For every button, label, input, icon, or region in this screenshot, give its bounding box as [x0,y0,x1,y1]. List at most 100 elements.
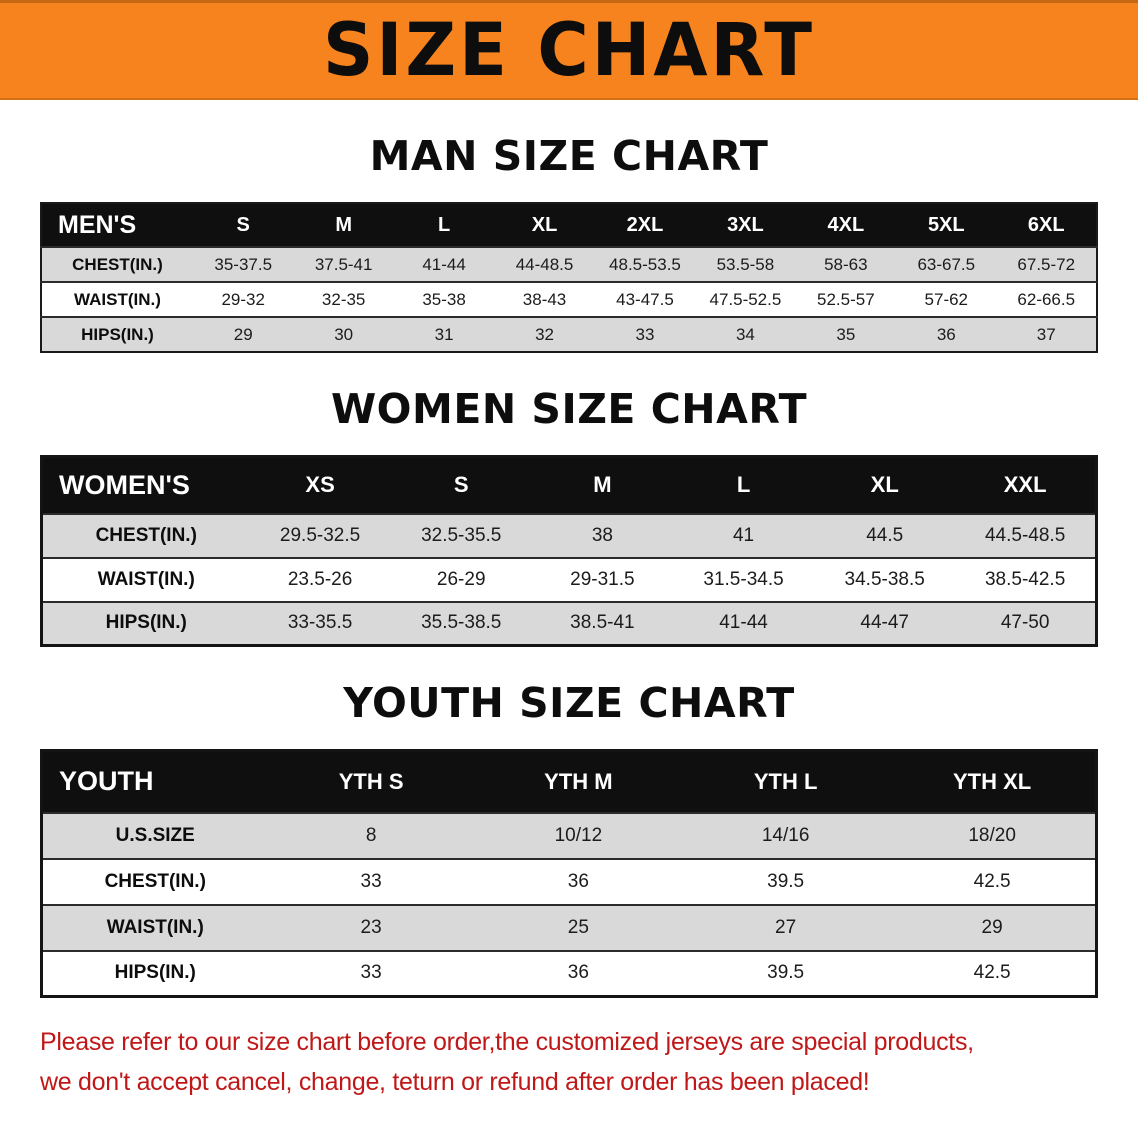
size-value: 41-44 [422,254,466,274]
size-column-header: M [335,213,352,236]
size-value: 33 [635,324,655,344]
size-value: 47-50 [1000,612,1050,634]
size-value: 14/16 [761,824,810,846]
table-row: WAIST(IN.) 29-32 32-35 35-38 38-43 43-47.5 47.… [41,282,1097,317]
measurement-label: HIPS(IN.) [81,324,154,344]
measurement-label: HIPS(IN.) [105,612,187,634]
size-value: 10/12 [554,824,603,846]
size-value: 30 [334,324,354,344]
size-value: 27 [775,916,797,938]
youth-size-table: YOUTH YTH S YTH M YTH L YTH XL U.S.SIZE 8 10/12… [40,749,1098,998]
size-column-header: 5XL [927,213,965,236]
size-value: 32-35 [321,289,366,309]
size-value: 44-47 [860,612,909,634]
women-size-table: WOMEN'S XS S M L XL XXL CHEST(IN.) 29.5-32.5 32.5… [40,455,1098,647]
size-value: 34.5-38.5 [844,568,925,590]
size-column-header: YTH XL [953,768,1032,794]
table-row: CHEST(IN.) 35-37.5 37.5-41 41-44 44-48.5 48.5… [41,247,1097,282]
size-column-header: YTH S [338,768,404,794]
size-value: 26-29 [436,568,486,590]
table-row: WAIST(IN.) 23 25 27 29 [41,904,1097,951]
disclaimer-text: Please refer to our size chart before or… [40,1022,1108,1102]
size-value: 38 [591,524,613,546]
disclaimer-line-2: we don't accept cancel, change, teturn o… [40,1068,870,1096]
table-row: CHEST(IN.) 33 36 39.5 42.5 [41,858,1097,905]
measurement-label: CHEST(IN.) [104,870,206,892]
size-value: 44.5 [866,524,904,546]
size-value: 23.5-26 [287,568,353,590]
size-column-header: 3XL [727,213,764,236]
size-value: 33 [360,962,382,984]
size-column-header: XL [531,213,558,236]
size-value: 57-62 [924,289,969,309]
size-column-header: 6XL [1027,213,1065,236]
size-value: 34 [735,324,755,344]
section-women: WOMEN SIZE CHART WOMEN'S XS S M L XL XXL CHEST(… [0,385,1138,647]
table-row: CHEST(IN.) 29.5-32.5 32.5-35.5 38 41 44.5 44.5… [41,513,1097,558]
disclaimer-line-1: Please refer to our size chart before or… [40,1028,974,1056]
size-value: 8 [365,824,377,846]
size-value: 43-47.5 [616,289,674,309]
size-value: 33-35.5 [287,612,353,634]
measurement-label: U.S.SIZE [115,824,195,846]
size-value: 42.5 [973,962,1011,984]
size-value: 29 [233,324,253,344]
page-title: SIZE CHART [322,6,816,94]
size-value: 39.5 [767,870,805,892]
size-value: 18/20 [968,824,1016,846]
table-header-row: WOMEN'S XS S M L XL XXL [41,456,1097,514]
size-value: 62-66.5 [1017,289,1076,309]
table-title-cell: YOUTH [59,766,154,797]
size-column-header: 2XL [626,213,664,236]
size-value: 44.5-48.5 [984,524,1066,546]
size-value: 52.5-57 [817,289,875,309]
section-youth: YOUTH SIZE CHART YOUTH YTH S YTH M YTH L YTH… [0,679,1138,998]
size-value: 53.5-58 [716,254,775,274]
size-chart-infographic: SIZE CHART MAN SIZE CHART MEN'S S M L XL 2XL 3… [0,0,1138,1102]
size-value: 67.5-72 [1017,254,1076,274]
size-column-header: XS [305,472,335,498]
measurement-label: HIPS(IN.) [114,962,196,984]
size-value: 23 [360,916,382,938]
size-value: 36 [567,870,589,892]
size-value: 32 [535,324,554,344]
size-column-header: L [437,213,451,236]
size-value: 31.5-34.5 [703,568,784,590]
men-size-table: MEN'S S M L XL 2XL 3XL 4XL 5XL 6XL CHEST(IN.) 35-37… [40,202,1098,353]
size-value: 38-43 [522,289,567,309]
size-value: 29.5-32.5 [279,524,361,546]
measurement-label: WAIST(IN.) [74,289,161,309]
size-value: 29-32 [221,289,265,309]
size-column-header: S [236,213,250,236]
size-value: 39.5 [767,962,805,984]
size-value: 38.5-42.5 [984,568,1066,590]
measurement-label: WAIST(IN.) [97,568,195,590]
table-row: HIPS(IN.) 33 36 39.5 42.5 [41,950,1097,997]
size-value: 48.5-53.5 [609,254,681,274]
size-value: 31 [434,324,454,344]
size-column-header: L [736,472,751,498]
youth-section-heading: YOUTH SIZE CHART [343,679,795,727]
men-section-heading: MAN SIZE CHART [369,132,769,180]
size-value: 41-44 [719,612,768,634]
size-value: 35-38 [422,289,466,309]
size-value: 37.5-41 [314,254,373,274]
size-value: 47.5-52.5 [709,289,782,309]
size-column-header: XL [870,472,899,498]
size-value: 36 [567,962,589,984]
size-value: 35.5-38.5 [421,612,502,634]
size-value: 35-37.5 [214,254,273,274]
size-value: 35 [836,324,856,344]
size-value: 58-63 [824,254,868,274]
size-value: 25 [567,916,589,938]
table-title-cell: MEN'S [58,210,137,239]
size-column-header: XXL [1003,472,1047,498]
size-value: 44-48.5 [515,254,574,274]
size-value: 38.5-41 [570,612,635,634]
banner: SIZE CHART [0,0,1138,100]
size-value: 63-67.5 [917,254,976,274]
size-column-header: 4XL [827,213,865,236]
table-title-cell: WOMEN'S [59,469,190,500]
size-value: 32.5-35.5 [421,524,502,546]
size-value: 29-31.5 [570,568,635,590]
